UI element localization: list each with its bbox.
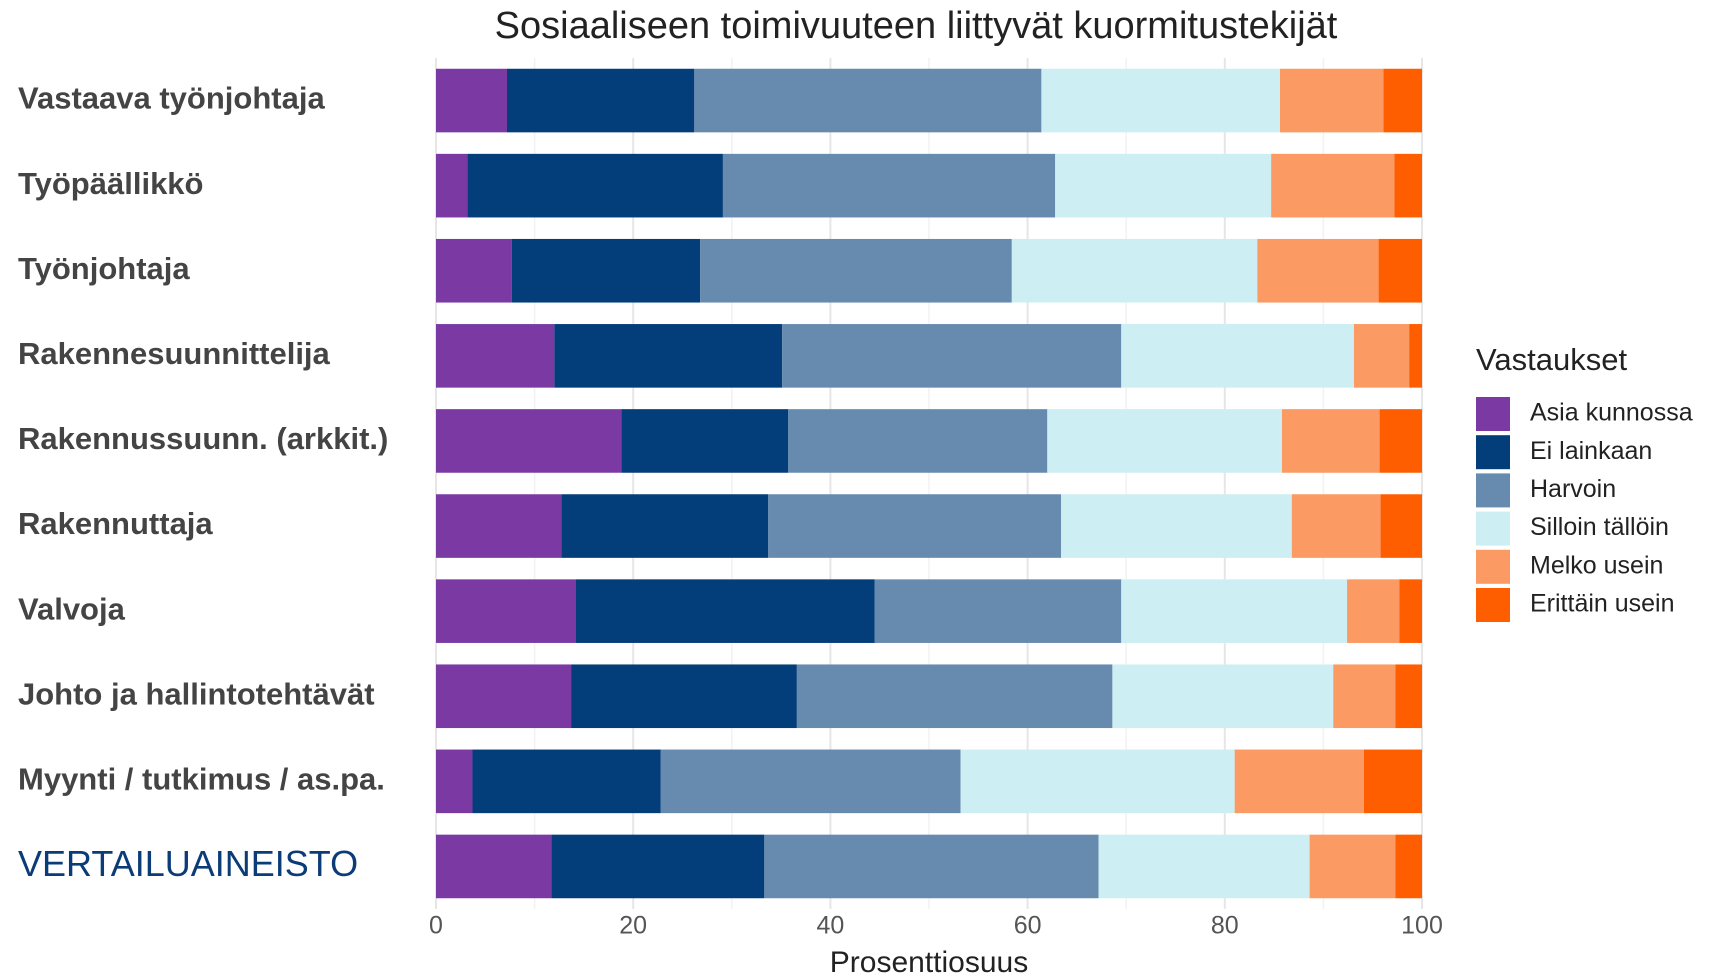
- bar-segment: [511, 238, 701, 303]
- bar-segment: [1257, 238, 1379, 303]
- bar-segment: [768, 494, 1062, 558]
- x-tick-label: 0: [429, 912, 443, 940]
- bar-segment: [1347, 579, 1400, 643]
- bar-segment: [571, 664, 797, 729]
- bar-segment: [1383, 68, 1422, 133]
- bar-segment: [506, 68, 695, 133]
- bar-segment: [1281, 409, 1380, 473]
- bar-segment: [1378, 238, 1422, 303]
- y-tick-label: Valvoja: [18, 591, 126, 626]
- legend-swatch: [1476, 435, 1510, 470]
- bar-segment: [694, 68, 1042, 133]
- bar-segment: [874, 579, 1122, 643]
- legend-swatch: [1476, 588, 1510, 622]
- bar-segment: [1353, 324, 1410, 388]
- bar-segment: [551, 834, 765, 899]
- legend-label: Melko usein: [1530, 551, 1663, 579]
- bar-segment: [1280, 68, 1384, 133]
- bar-segment: [472, 749, 661, 814]
- bar-segment: [700, 238, 1012, 303]
- x-tick-label: 100: [1401, 912, 1443, 940]
- bar-segment: [1395, 664, 1422, 729]
- y-tick-label: Myynti / tutkimus / as.pa.: [18, 762, 385, 797]
- y-tick-label: Työpäällikkö: [18, 166, 204, 201]
- y-tick-label: Työnjohtaja: [18, 251, 190, 286]
- x-tick-label: 80: [1211, 912, 1239, 940]
- bar-segment: [576, 579, 875, 643]
- y-tick-label: Rakennesuunnittelija: [18, 336, 331, 371]
- legend-label: Ei lainkaan: [1530, 437, 1652, 465]
- chart-title: Sosiaaliseen toimivuuteen liittyvät kuor…: [495, 5, 1338, 47]
- bar-segment: [436, 68, 507, 133]
- bar-segment: [1291, 494, 1381, 558]
- bar-segment: [467, 153, 723, 218]
- bar-segment: [1309, 834, 1396, 899]
- bar-segment: [1234, 749, 1364, 814]
- x-axis-title: Prosenttiosuus: [830, 946, 1028, 978]
- y-tick-label: Johto ja hallintotehtävät: [18, 676, 375, 711]
- bar-segment: [1363, 749, 1422, 814]
- bar-segment: [554, 324, 783, 388]
- bar-segment: [1061, 494, 1292, 558]
- bar-segment: [796, 664, 1113, 729]
- bar-segment: [722, 153, 1056, 218]
- legend-swatch: [1476, 397, 1510, 431]
- bar-segment: [436, 664, 572, 729]
- legend-label: Asia kunnossa: [1530, 399, 1693, 427]
- bar-segment: [1011, 238, 1258, 303]
- legend-label: Erittäin usein: [1530, 590, 1675, 618]
- legend-title: Vastaukset: [1476, 342, 1627, 377]
- y-tick-label: Rakennussuunn. (arkkit.): [18, 421, 388, 456]
- legend-swatch: [1476, 511, 1510, 546]
- bar-segment: [561, 494, 769, 558]
- bar-segment: [436, 834, 552, 899]
- bar-segment: [436, 494, 562, 558]
- bar-segment: [1409, 324, 1422, 388]
- bar-segment: [1112, 664, 1334, 729]
- legend-label: Silloin tällöin: [1530, 513, 1669, 541]
- bar-segment: [1380, 494, 1422, 558]
- bar-segment: [788, 409, 1048, 473]
- bar-segment: [782, 324, 1122, 388]
- bar-segment: [1041, 68, 1281, 133]
- bar-segment: [1379, 409, 1422, 473]
- bar-segment: [1047, 409, 1282, 473]
- x-tick-label: 60: [1014, 912, 1042, 940]
- bar-segment: [436, 749, 473, 814]
- bar-segment: [436, 238, 512, 303]
- bar-segment: [436, 324, 555, 388]
- bar-segment: [436, 579, 577, 643]
- bar-segment: [764, 834, 1099, 899]
- legend-label: Harvoin: [1530, 475, 1616, 503]
- bar-segment: [1395, 834, 1422, 899]
- bar-segment: [1333, 664, 1396, 729]
- y-tick-label: Rakennuttaja: [18, 506, 213, 541]
- bar-segment: [660, 749, 961, 814]
- bar-segment: [960, 749, 1235, 814]
- bar-segment: [1394, 153, 1422, 218]
- y-tick-label: VERTAILUAINEISTO: [18, 843, 358, 884]
- legend-swatch: [1476, 473, 1510, 508]
- bar-segment: [436, 409, 622, 473]
- bar-segment: [1098, 834, 1310, 899]
- bar-segment: [621, 409, 789, 473]
- y-tick-label: Vastaava työnjohtaja: [18, 81, 325, 116]
- bar-segment: [1399, 579, 1422, 643]
- legend-swatch: [1476, 549, 1510, 584]
- x-tick-label: 40: [816, 912, 844, 940]
- bar-segment: [1271, 153, 1395, 218]
- bar-segment: [1121, 579, 1348, 643]
- x-tick-label: 20: [619, 912, 647, 940]
- bar-segment: [1121, 324, 1354, 388]
- bar-segment: [436, 153, 468, 218]
- bar-segment: [1055, 153, 1272, 218]
